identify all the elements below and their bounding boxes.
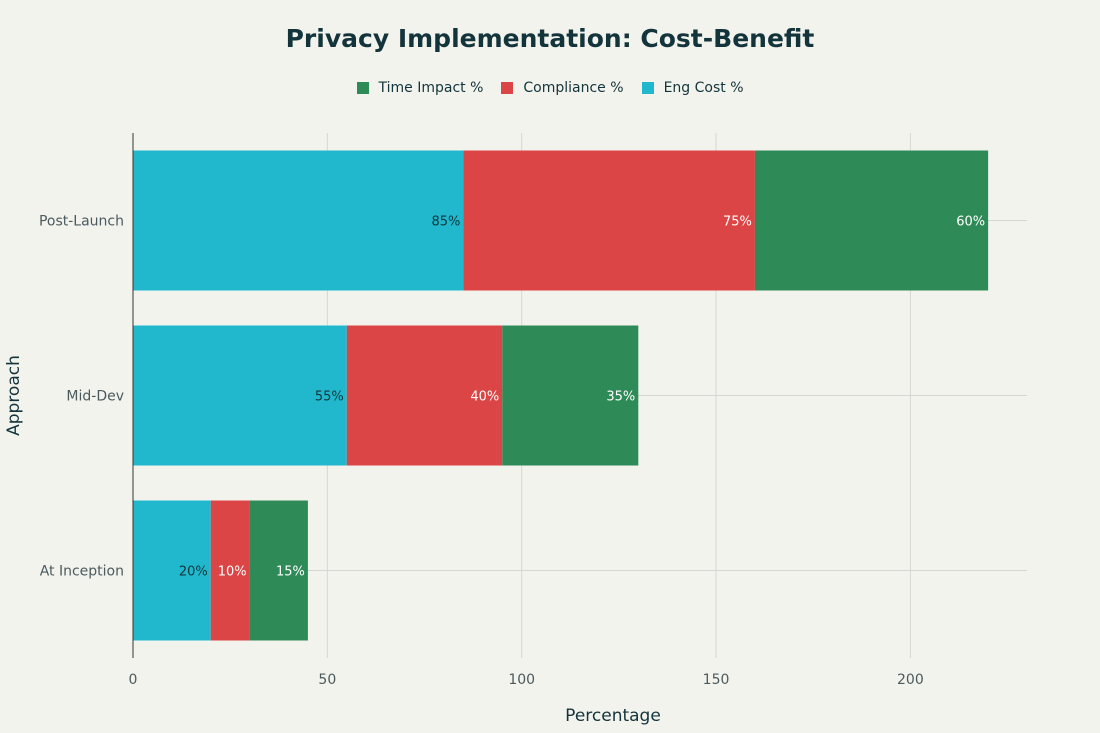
legend-item[interactable]: Time Impact %	[356, 80, 484, 96]
data-label: 75%	[723, 215, 752, 230]
x-tick-label: 100	[508, 672, 535, 688]
legend-label: Eng Cost %	[663, 80, 744, 96]
y-tick-label: Mid-Dev	[66, 389, 124, 405]
data-label: 15%	[276, 565, 305, 580]
legend-swatch	[356, 82, 369, 94]
bar-segment	[346, 325, 503, 466]
legend-label: Time Impact %	[378, 80, 484, 96]
x-tick-label: 0	[129, 672, 138, 688]
legend-swatch	[641, 82, 654, 94]
bar-segment	[210, 500, 250, 641]
chart-title: Privacy Implementation: Cost-Benefit	[285, 24, 815, 53]
bar-segment	[463, 150, 755, 291]
data-label: 85%	[431, 215, 460, 230]
data-label: 55%	[315, 390, 344, 405]
legend-label: Compliance %	[523, 80, 624, 96]
x-axis-title: Percentage	[565, 706, 661, 726]
bar-segment	[133, 150, 464, 291]
y-tick-label: At Inception	[40, 564, 124, 580]
data-label: 10%	[218, 565, 247, 580]
data-label: 20%	[179, 565, 208, 580]
legend-item[interactable]: Compliance %	[501, 80, 624, 96]
x-tick-label: 150	[703, 672, 730, 688]
bar-segment	[502, 325, 639, 466]
bar-segment	[133, 500, 211, 641]
y-axis-title: Approach	[4, 355, 24, 436]
bar-segment	[133, 325, 347, 466]
data-label: 40%	[470, 390, 499, 405]
data-label: 60%	[956, 215, 985, 230]
x-tick-label: 200	[897, 672, 924, 688]
x-tick-label: 50	[318, 672, 336, 688]
data-label: 35%	[606, 390, 635, 405]
chart-legend: Time Impact % Compliance % Eng Cost %	[0, 80, 1100, 96]
legend-swatch	[501, 82, 514, 94]
y-tick-label: Post-Launch	[39, 214, 124, 230]
legend-item[interactable]: Eng Cost %	[641, 80, 744, 96]
bar-segment	[249, 500, 308, 641]
bar-segment	[754, 150, 989, 291]
